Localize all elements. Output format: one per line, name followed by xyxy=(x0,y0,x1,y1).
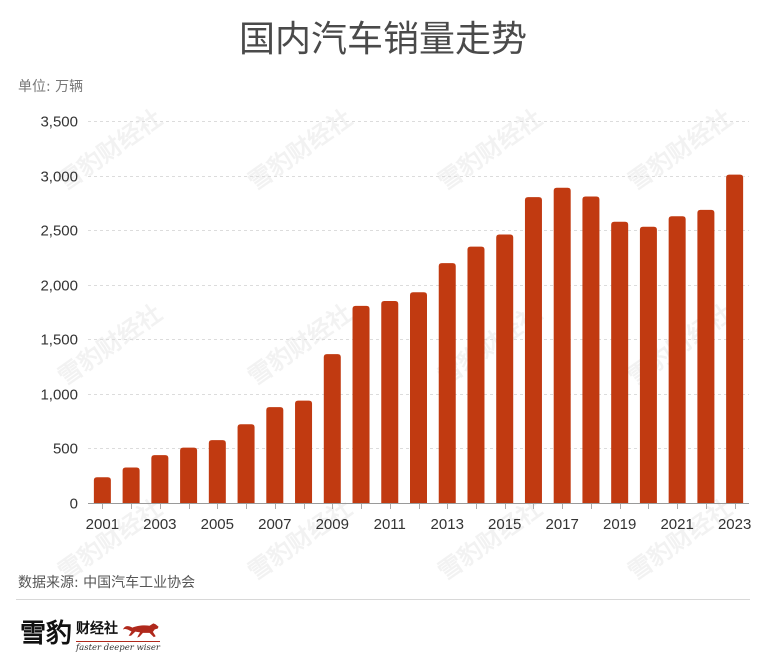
x-tick-label-2013: 2013 xyxy=(431,516,464,533)
bar-2017 xyxy=(553,187,571,504)
bar-2008 xyxy=(295,400,313,503)
bar-2010 xyxy=(352,305,370,503)
x-tick-label-2001: 2001 xyxy=(86,516,119,533)
x-tick-label-2019: 2019 xyxy=(603,516,636,533)
y-tick-label-3000: 3,000 xyxy=(40,169,78,186)
bar-2004 xyxy=(180,447,198,503)
logo-slogan: faster deeper wiser xyxy=(76,643,160,653)
x-tick-label-2015: 2015 xyxy=(488,516,521,533)
bar-2018 xyxy=(582,196,600,503)
y-tick-label-2500: 2,500 xyxy=(40,223,78,240)
bar-2011 xyxy=(381,300,399,503)
bar-2015 xyxy=(496,234,514,503)
unit-label: 单位: 万辆 xyxy=(18,79,84,95)
bar-2021 xyxy=(668,216,686,503)
bar-2013 xyxy=(438,263,456,503)
x-tick-label-2003: 2003 xyxy=(143,516,176,533)
x-tick-label-2021: 2021 xyxy=(660,516,693,533)
bars xyxy=(93,174,744,504)
logo-wordmark: 雪豹 xyxy=(20,619,73,649)
y-tick-label-1500: 1,500 xyxy=(40,332,78,349)
logo-rule xyxy=(76,641,160,642)
bar-2005 xyxy=(208,440,226,503)
bar-2003 xyxy=(151,455,169,503)
x-tick-label-2017: 2017 xyxy=(546,516,579,533)
bar-2020 xyxy=(639,226,657,503)
data-source-note: 数据来源: 中国汽车工业协会 xyxy=(18,575,196,591)
bar-2001 xyxy=(93,477,111,503)
y-tick-label-2000: 2,000 xyxy=(40,278,78,295)
y-tick-label-1000: 1,000 xyxy=(40,387,78,404)
bar-2012 xyxy=(410,292,427,503)
x-tick-label-2023: 2023 xyxy=(718,516,751,533)
bar-2002 xyxy=(122,467,140,503)
y-tick-label-0: 0 xyxy=(70,496,78,513)
x-axis-tick-labels: 2001 2003 2005 2007 2009 2011 2013 2015 2017 2019… xyxy=(86,516,752,533)
logo-subname: 财经社 xyxy=(76,621,118,637)
brand-logo: 雪豹 财经社 faster deeper wiser xyxy=(20,614,162,656)
bar-2019 xyxy=(611,221,629,503)
bar-2023 xyxy=(726,174,744,503)
x-tick-label-2007: 2007 xyxy=(258,516,291,533)
leopard-icon xyxy=(122,623,159,638)
y-axis-tick-labels: 0 500 1,000 1,500 2,000 2,500 3,000 3,500 xyxy=(40,114,78,513)
bar-2022 xyxy=(697,209,715,503)
bar-2006 xyxy=(237,424,255,503)
footer-divider xyxy=(16,599,750,600)
x-tick-label-2009: 2009 xyxy=(316,516,349,533)
x-axis xyxy=(88,503,749,509)
bar-2014 xyxy=(467,246,485,504)
bar-2016 xyxy=(524,197,542,503)
bar-2007 xyxy=(266,407,284,503)
x-tick-label-2011: 2011 xyxy=(374,516,406,533)
y-tick-label-3500: 3,500 xyxy=(40,114,78,131)
x-tick-label-2005: 2005 xyxy=(201,516,234,533)
chart-title: 国内汽车销量走势 xyxy=(238,19,527,60)
bar-2009 xyxy=(323,354,341,503)
y-tick-label-500: 500 xyxy=(53,441,78,458)
